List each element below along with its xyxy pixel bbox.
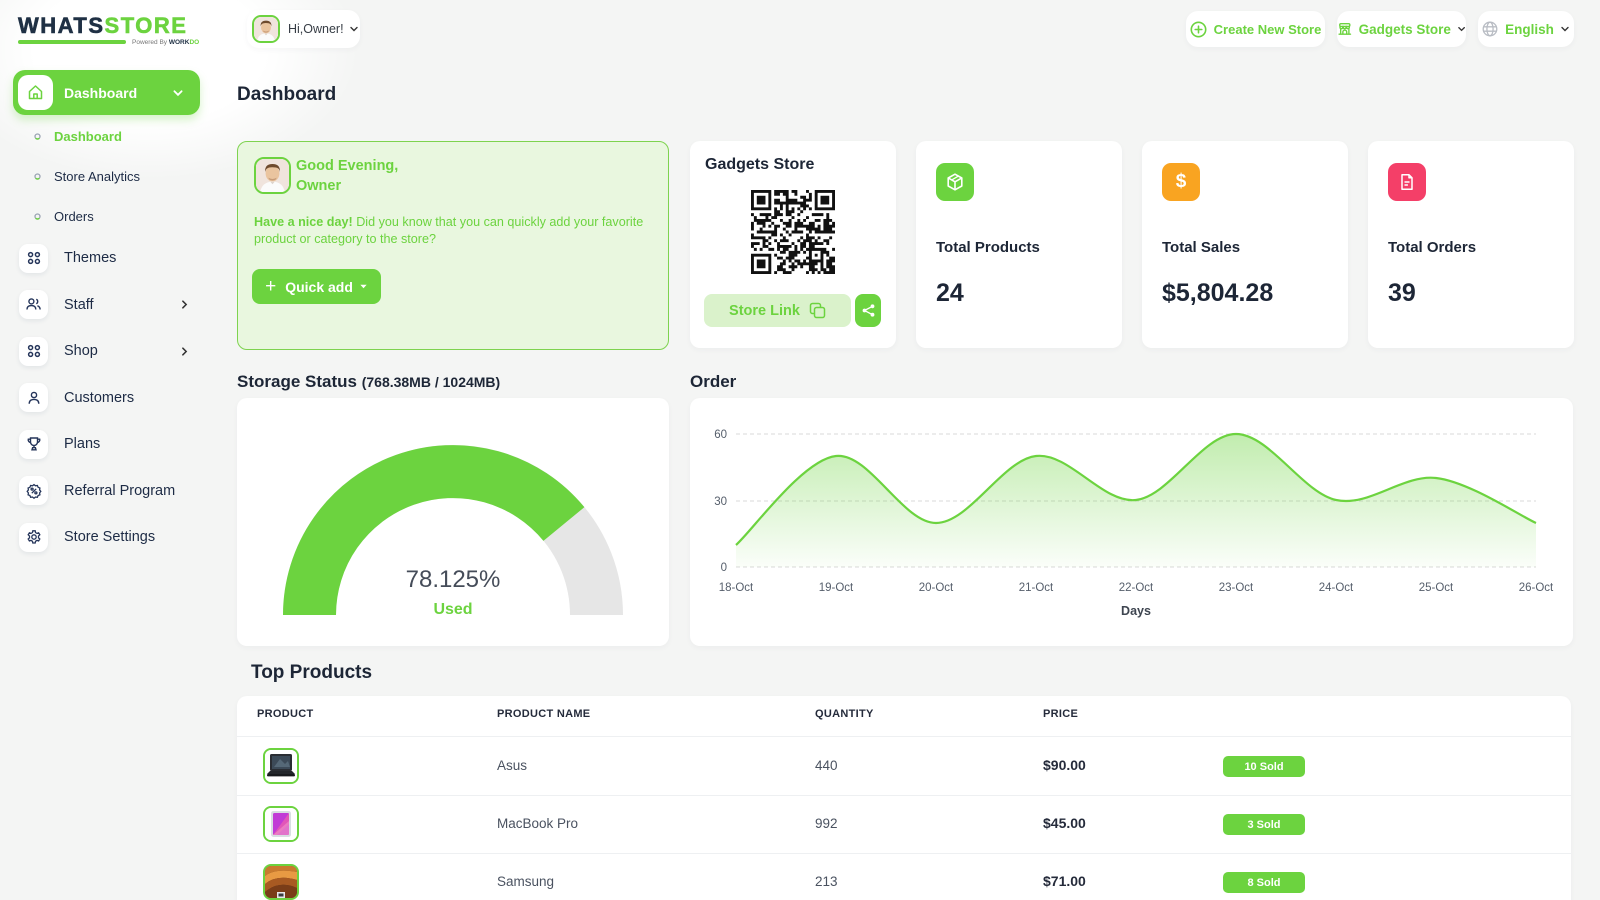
svg-text:20-Oct: 20-Oct (919, 582, 954, 594)
svg-text:24-Oct: 24-Oct (1319, 582, 1354, 594)
svg-text:26-Oct: 26-Oct (1519, 582, 1554, 594)
svg-text:19-Oct: 19-Oct (819, 582, 854, 594)
svg-text:21-Oct: 21-Oct (1019, 582, 1054, 594)
svg-text:30: 30 (714, 496, 727, 508)
svg-text:0: 0 (721, 562, 727, 574)
svg-text:23-Oct: 23-Oct (1219, 582, 1254, 594)
svg-text:18-Oct: 18-Oct (719, 582, 754, 594)
svg-text:22-Oct: 22-Oct (1119, 582, 1154, 594)
svg-text:Days: Days (1121, 604, 1151, 618)
svg-text:25-Oct: 25-Oct (1419, 582, 1454, 594)
svg-text:60: 60 (714, 429, 727, 441)
